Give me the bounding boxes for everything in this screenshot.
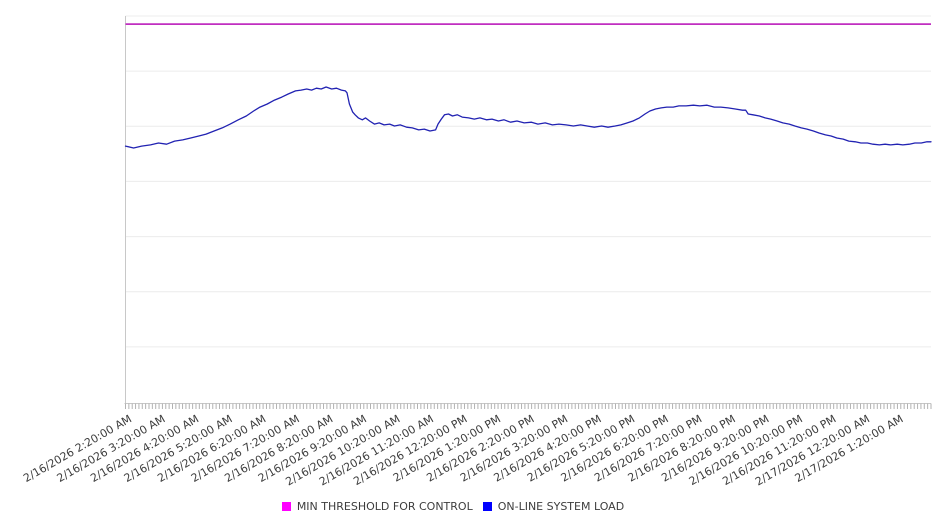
load-legend-label: ON-LINE SYSTEM LOAD (497, 500, 625, 513)
threshold-legend-label: MIN THRESHOLD FOR CONTROL (296, 500, 473, 513)
legend-item-load: ON-LINE SYSTEM LOAD (482, 500, 625, 513)
load-swatch-icon (482, 502, 492, 511)
legend-item-threshold: MIN THRESHOLD FOR CONTROL (281, 500, 473, 513)
threshold-swatch-icon (281, 502, 291, 511)
legend: MIN THRESHOLD FOR CONTROL ON-LINE SYSTEM… (0, 499, 946, 514)
load-line (124, 86, 932, 149)
